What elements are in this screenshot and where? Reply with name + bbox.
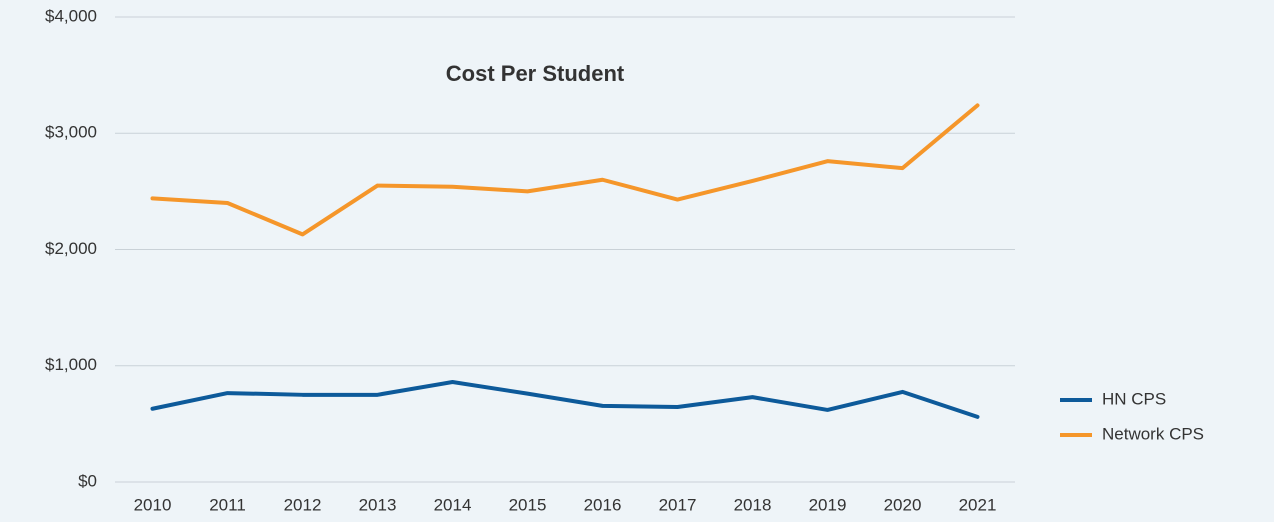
y-tick-label: $0 <box>78 471 97 490</box>
y-tick-label: $1,000 <box>45 355 97 374</box>
x-tick-label: 2010 <box>134 495 172 514</box>
series-line <box>150 103 980 237</box>
series-line <box>150 380 980 419</box>
legend-label: HN CPS <box>1102 389 1166 408</box>
x-tick-label: 2012 <box>284 495 322 514</box>
x-tick-label: 2016 <box>584 495 622 514</box>
x-tick-label: 2015 <box>509 495 547 514</box>
x-tick-label: 2017 <box>659 495 697 514</box>
x-tick-label: 2021 <box>959 495 997 514</box>
x-tick-label: 2019 <box>809 495 847 514</box>
x-tick-label: 2014 <box>434 495 472 514</box>
chart-title: Cost Per Student <box>446 61 625 86</box>
x-tick-label: 2011 <box>209 495 246 514</box>
legend-label: Network CPS <box>1102 424 1204 443</box>
x-tick-label: 2018 <box>734 495 772 514</box>
y-tick-label: $4,000 <box>45 6 97 25</box>
y-tick-label: $2,000 <box>45 239 97 258</box>
x-tick-label: 2020 <box>884 495 922 514</box>
x-tick-label: 2013 <box>359 495 397 514</box>
y-tick-label: $3,000 <box>45 123 97 142</box>
